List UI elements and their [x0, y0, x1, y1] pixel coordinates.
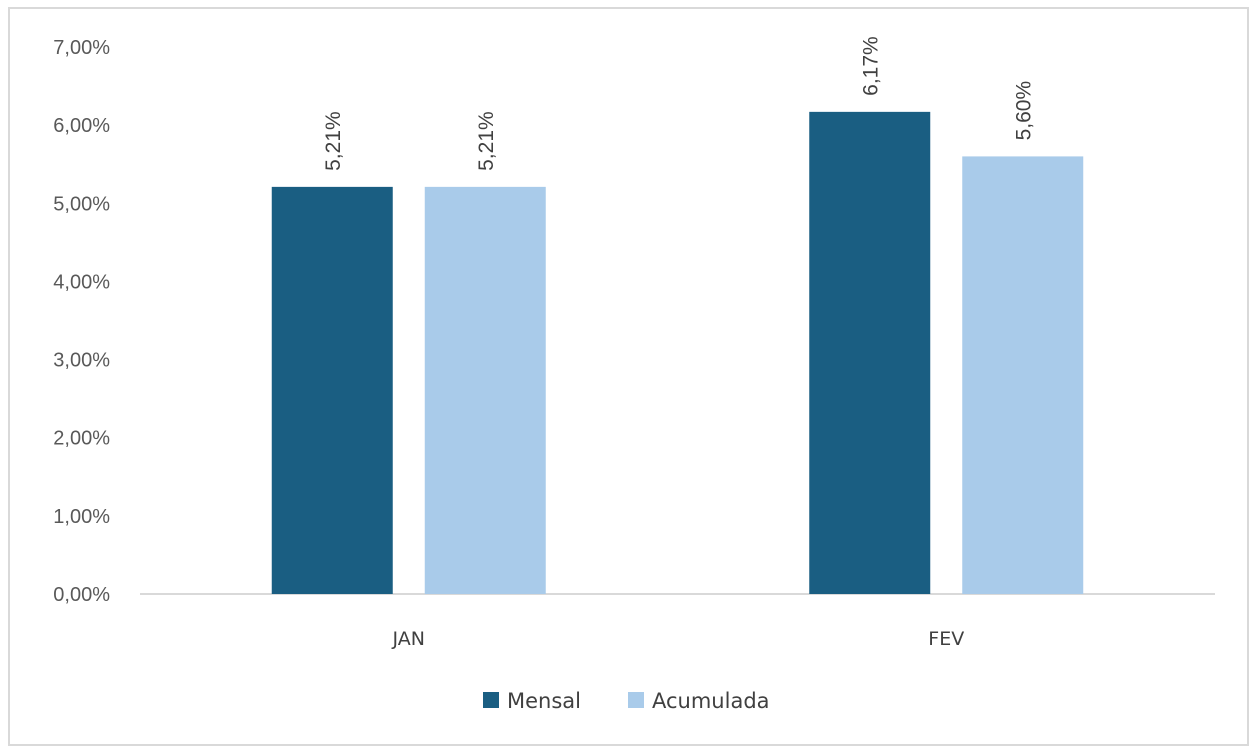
bar-mensal-jan: [271, 186, 393, 594]
x-tick-label: JAN: [392, 628, 425, 650]
y-tick-label: 7,00%: [53, 37, 110, 59]
y-tick-label: 4,00%: [53, 271, 110, 293]
legend-label-mensal: Mensal: [507, 689, 581, 713]
legend-label-acumulada: Acumulada: [652, 689, 770, 713]
y-tick-label: 2,00%: [53, 428, 110, 450]
data-label: 5,21%: [475, 111, 498, 171]
legend-swatch-mensal: [483, 692, 499, 708]
bar-acumulada-jan: [424, 186, 546, 594]
bar-acumulada-fev: [962, 156, 1084, 594]
legend-swatch-acumulada: [628, 692, 644, 708]
y-tick-label: 6,00%: [53, 115, 110, 137]
bar-mensal-fev: [809, 111, 931, 594]
data-label: 5,21%: [322, 111, 345, 171]
x-tick-label: FEV: [928, 628, 964, 650]
y-tick-label: 3,00%: [53, 350, 110, 372]
y-tick-label: 1,00%: [53, 506, 110, 528]
data-label: 6,17%: [860, 36, 883, 96]
y-tick-label: 0,00%: [53, 584, 110, 606]
data-label: 5,60%: [1013, 81, 1036, 141]
y-tick-label: 5,00%: [53, 193, 110, 215]
